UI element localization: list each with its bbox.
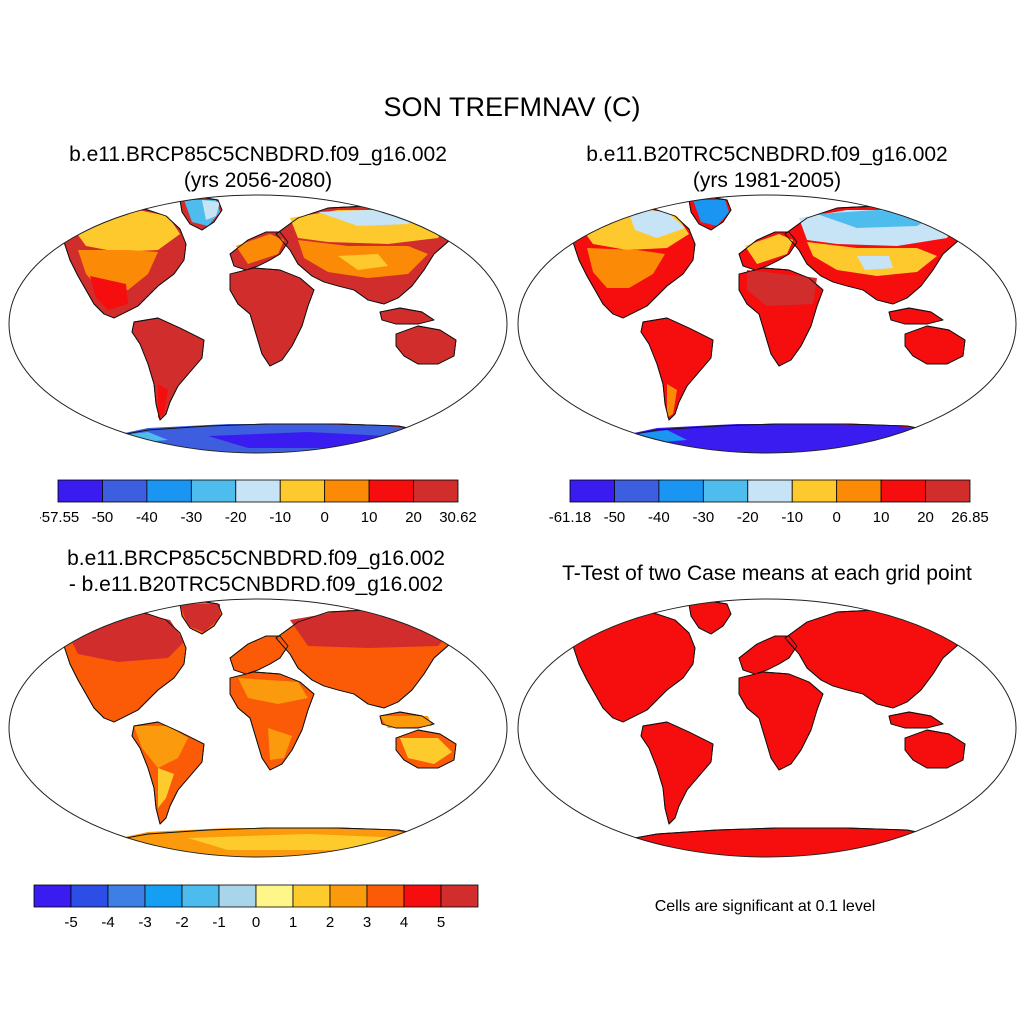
panel-3-colorbar-swatch xyxy=(292,884,331,908)
panel-4-map-boundary xyxy=(517,598,1017,858)
panel-2-colorbar-tick-label: 10 xyxy=(873,509,890,526)
panel-2-colorbar-tick-label: -10 xyxy=(781,509,803,526)
panel-3-colorbar-tick-label: 5 xyxy=(437,914,445,931)
panel-2-colorbar-tick-label: 26.85 xyxy=(951,509,989,526)
panel-2-colorbar-tick-label: 0 xyxy=(832,509,840,526)
panel-3-colorbar-swatch xyxy=(255,884,294,908)
panel-1-colorbar-swatch xyxy=(279,479,326,503)
panel-2-colorbar-tick-label: 20 xyxy=(917,509,934,526)
panel-1-colorbar-swatch xyxy=(102,479,148,503)
panel-2-colorbar: -61.18 -50 -40 -30 -20 -10 0 10 20 26.85 xyxy=(549,479,989,526)
panel-2-colorbar-swatch xyxy=(614,479,660,503)
panel-2-map-boundary xyxy=(517,194,1017,454)
panel-3-colorbar-tick-label: -1 xyxy=(212,914,225,931)
panel-3-colorbar-swatch xyxy=(329,884,368,908)
panel-2-colorbar-swatch xyxy=(880,479,926,503)
panel-1-colorbar-swatch xyxy=(57,479,103,503)
panel-3-colorbar-swatch xyxy=(144,884,183,908)
panel-1-colorbar-tick-label: -20 xyxy=(225,509,247,526)
panel-2-title: b.e11.B20TRC5CNBDRD.f09_g16.002 (yrs 198… xyxy=(517,142,1017,194)
panel-4-map xyxy=(517,598,1017,858)
panel-3-colorbar-swatch xyxy=(33,884,72,908)
panel-2-colorbar-tick-label: -50 xyxy=(604,509,626,526)
panel-3-colorbar-tick-label: -5 xyxy=(64,914,77,931)
panel-4-title: T-Test of two Case means at each grid po… xyxy=(562,562,972,585)
panel-3-colorbar-tick-label: 2 xyxy=(326,914,334,931)
panel-1-colorbar-tick-label: 10 xyxy=(361,509,378,526)
panel-3-colorbar-swatch xyxy=(366,884,405,908)
panel-2-colorbar-swatch xyxy=(658,479,704,503)
panel-1-title-line1: b.e11.BRCP85C5CNBDRD.f09_g16.002 xyxy=(69,143,447,166)
panel-1-colorbar-swatch xyxy=(413,479,459,503)
significance-note: Cells are significant at 0.1 level xyxy=(654,898,876,915)
panel-3-colorbar-swatch xyxy=(440,884,479,908)
panel-3-map-boundary xyxy=(8,598,508,858)
panel-1-colorbar-tick-label: 30.62 xyxy=(439,509,477,526)
panel-1-colorbar-tick-label: 20 xyxy=(405,509,422,526)
panel-3-colorbar-tick-label: 0 xyxy=(252,914,260,931)
panel-3-colorbar-swatch xyxy=(107,884,146,908)
panel-1-colorbar-tick-label: -50 xyxy=(92,509,114,526)
panel-3-colorbar-swatch xyxy=(403,884,442,908)
panel-2-colorbar-tick-label: -40 xyxy=(648,509,670,526)
panel-2-map xyxy=(517,194,1017,454)
panel-2-colorbar-tick-label: -30 xyxy=(692,509,714,526)
panel-3-title: b.e11.BRCP85C5CNBDRD.f09_g16.002 - b.e11… xyxy=(6,546,506,598)
panel-2-colorbar-swatch xyxy=(791,479,838,503)
panel-2-colorbar-swatch xyxy=(747,479,793,503)
panel-1-map xyxy=(8,194,508,454)
panel-1-title-line2: (yrs 2056-2080) xyxy=(183,169,333,192)
panel-2-title-line1: b.e11.B20TRC5CNBDRD.f09_g16.002 xyxy=(586,143,948,166)
panel-1-colorbar-tick-label: -10 xyxy=(269,509,291,526)
panel-3-colorbar-tick-label: 3 xyxy=(363,914,371,931)
panel-3-colorbar-tick-label: -4 xyxy=(101,914,114,931)
panel-3-colorbar-swatch xyxy=(181,884,220,908)
panel-2-colorbar-swatch xyxy=(925,479,971,503)
panel-1-colorbar-tick-label: -57.55 xyxy=(40,509,79,526)
panel-1-colorbar-tick-label: -40 xyxy=(136,509,158,526)
panel-3-colorbar-tick-label: -3 xyxy=(138,914,151,931)
panel-3-colorbar: -5 -4 -3 -2 -1 0 1 2 3 4 5 xyxy=(33,884,479,931)
panel-2-colorbar-swatch xyxy=(702,479,749,503)
panel-1-colorbar: -57.55 -50 -40 -30 -20 -10 0 10 20 30.62 xyxy=(40,479,477,526)
panel-3-colorbar-swatch xyxy=(70,884,109,908)
panel-1-colorbar-tick-label: 0 xyxy=(320,509,328,526)
panel-2-colorbar-swatch xyxy=(569,479,615,503)
panel-1-colorbar-swatch xyxy=(146,479,192,503)
panel-3-title-line1: b.e11.BRCP85C5CNBDRD.f09_g16.002 xyxy=(67,547,445,570)
panel-4-land xyxy=(571,600,988,857)
panel-1-colorbar-swatch xyxy=(368,479,414,503)
panel-1-colorbar-swatch xyxy=(324,479,370,503)
panel-3-colorbar-tick-label: -2 xyxy=(175,914,188,931)
figure-title: SON TREFMNAV (C) xyxy=(383,92,641,122)
panel-2-colorbar-swatch xyxy=(836,479,882,503)
panel-3-colorbar-tick-label: 4 xyxy=(400,914,408,931)
panel-3-title-line2: - b.e11.B20TRC5CNBDRD.f09_g16.002 xyxy=(68,573,444,596)
panel-1-colorbar-tick-label: -30 xyxy=(180,509,202,526)
panel-2-colorbar-tick-label: -61.18 xyxy=(549,509,592,526)
panel-3-colorbar-swatch xyxy=(218,884,257,908)
panel-1-colorbar-swatch xyxy=(235,479,281,503)
panel-2-colorbar-tick-label: -20 xyxy=(737,509,759,526)
panel-1-map-boundary xyxy=(8,194,508,454)
panel-3-map xyxy=(8,598,508,858)
panel-2-title-line2: (yrs 1981-2005) xyxy=(692,169,842,192)
panel-1-colorbar-swatch xyxy=(190,479,237,503)
panel-1-title: b.e11.BRCP85C5CNBDRD.f09_g16.002 (yrs 20… xyxy=(8,142,508,194)
panel-3-colorbar-tick-label: 1 xyxy=(289,914,297,931)
